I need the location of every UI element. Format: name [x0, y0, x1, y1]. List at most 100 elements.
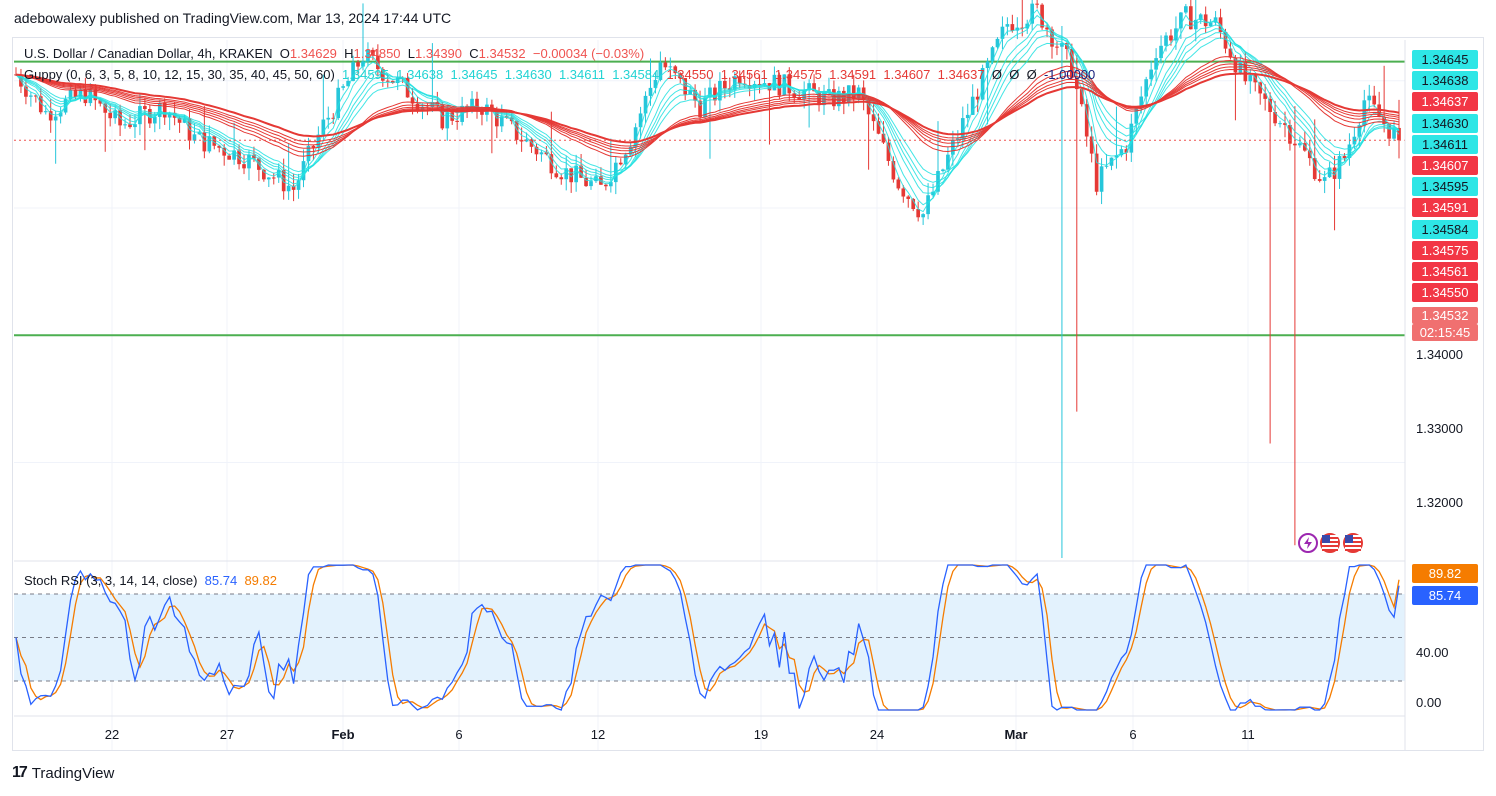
- guppy-title[interactable]: Guppy (0, 6, 3, 5, 8, 10, 12, 15, 30, 35…: [24, 67, 335, 82]
- candle-body: [911, 198, 916, 210]
- candle-body: [886, 142, 891, 161]
- us-flag-icon[interactable]: [1320, 533, 1340, 553]
- candle-body: [1164, 35, 1168, 46]
- candle-body: [703, 97, 707, 118]
- low-label: L: [407, 46, 416, 61]
- candle-body: [549, 154, 554, 174]
- candle-body: [648, 87, 653, 96]
- candle-body: [1302, 143, 1307, 151]
- candle-body: [1070, 48, 1074, 78]
- guppy-badge-slow: 1.34607: [1412, 156, 1478, 175]
- candle-body: [623, 154, 628, 165]
- tradingview-logo-icon[interactable]: 17: [12, 764, 28, 781]
- stoch-legend: Stoch RSI (3, 3, 14, 14, close) 85.74 89…: [24, 573, 277, 588]
- candle-body: [331, 117, 336, 119]
- candle-body: [876, 121, 881, 134]
- price-tick: 1.33000: [1416, 421, 1463, 436]
- candle-body: [252, 154, 256, 159]
- stoch-title[interactable]: Stoch RSI (3, 3, 14, 14, close): [24, 573, 198, 588]
- candle-body: [1174, 28, 1178, 41]
- candle-body: [1268, 98, 1272, 113]
- candle-body: [1283, 123, 1287, 125]
- guppy-slow-line: [15, 72, 1400, 144]
- candle-body: [1149, 69, 1153, 80]
- candle-body: [539, 152, 544, 155]
- candle-body: [1307, 150, 1312, 159]
- candle-body: [1169, 35, 1173, 41]
- candle-body: [38, 96, 43, 113]
- candle-body: [1074, 77, 1079, 90]
- guppy-slow-2: 1.34561: [720, 67, 768, 82]
- guppy-badge-slow: 1.34575: [1412, 240, 1478, 260]
- candle-body: [1278, 123, 1282, 125]
- symbol-title[interactable]: U.S. Dollar / Canadian Dollar, 4h, KRAKE…: [24, 46, 273, 61]
- candle-body: [718, 80, 722, 101]
- candle-body: [48, 111, 53, 121]
- candle-body: [29, 95, 33, 97]
- candle-body: [931, 191, 935, 196]
- candle-body: [723, 80, 727, 89]
- lightning-icon[interactable]: [1298, 533, 1318, 553]
- candle-body: [554, 173, 559, 178]
- candle-body: [1020, 27, 1025, 29]
- candle-body: [1387, 124, 1391, 139]
- candle-body: [232, 150, 236, 160]
- candle-body: [296, 180, 301, 190]
- guppy-badge-fast: 1.34611: [1412, 134, 1478, 154]
- last-price-badge: 1.34532: [1412, 307, 1478, 324]
- candle-body: [113, 110, 117, 119]
- candle-body: [713, 87, 717, 101]
- candle-body: [926, 195, 930, 215]
- open-label: O: [279, 46, 290, 61]
- candle-body: [321, 119, 326, 135]
- candle-body: [351, 62, 355, 81]
- candle-body: [812, 83, 816, 92]
- candle-body: [385, 80, 390, 82]
- candle-body: [222, 147, 227, 156]
- guppy-badge-slow: 1.34591: [1412, 198, 1478, 218]
- candle-body: [1298, 143, 1302, 146]
- time-tick: 11: [1241, 727, 1255, 742]
- guppy-fast-line: [15, 28, 1400, 189]
- candle-body: [123, 124, 127, 126]
- candle-body: [1208, 22, 1213, 27]
- candle-body: [658, 62, 663, 80]
- candle-body: [941, 169, 945, 172]
- candle-body: [1228, 48, 1233, 58]
- candle-body: [1035, 3, 1039, 5]
- time-tick: Mar: [1004, 727, 1028, 742]
- us-flag-icon[interactable]: [1343, 533, 1363, 553]
- candle-body: [152, 116, 157, 124]
- guppy-slow-line: [15, 60, 1400, 155]
- candle-body: [1000, 26, 1005, 39]
- candle-body: [896, 179, 901, 189]
- candle-body: [395, 77, 400, 84]
- candle-body: [985, 61, 990, 69]
- candle-body: [1030, 3, 1035, 24]
- candle-body: [777, 74, 782, 96]
- guppy-lines: [15, 8, 1400, 213]
- candle-body: [851, 85, 856, 99]
- candle-body: [564, 168, 569, 180]
- brand-name[interactable]: TradingView: [31, 764, 115, 782]
- candle-body: [1184, 6, 1188, 13]
- candle-body: [1312, 158, 1317, 180]
- guppy-badge-fast: 1.34584: [1412, 219, 1478, 239]
- candle-body: [43, 111, 48, 113]
- candle-body: [1263, 93, 1267, 99]
- candle-body: [1258, 82, 1263, 94]
- candle-body: [1288, 124, 1292, 144]
- candle-body: [494, 111, 499, 127]
- candle-body: [1099, 166, 1104, 192]
- guppy-badge-fast: 1.34595: [1412, 177, 1478, 197]
- candle-body: [1273, 112, 1277, 124]
- candle-body: [1342, 156, 1347, 159]
- candle-body: [162, 102, 167, 118]
- candle-body: [455, 120, 460, 122]
- candle-body: [167, 112, 172, 118]
- price-tick: 1.32000: [1416, 495, 1463, 510]
- stoch-tick: 0.00: [1416, 695, 1442, 710]
- candle-body: [574, 165, 578, 183]
- candle-body: [663, 62, 668, 68]
